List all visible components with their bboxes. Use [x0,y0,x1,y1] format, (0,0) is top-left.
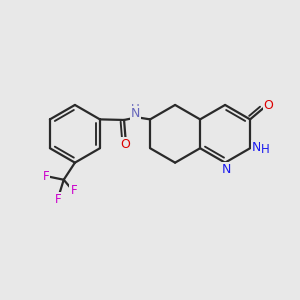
Text: F: F [55,193,62,206]
Text: F: F [70,184,77,197]
Text: F: F [43,170,50,183]
Text: O: O [121,138,130,151]
Text: N: N [131,107,140,120]
Text: H: H [131,103,140,116]
Text: H: H [261,143,270,156]
Text: N: N [221,163,231,176]
Text: N: N [252,141,261,154]
Text: O: O [264,99,274,112]
